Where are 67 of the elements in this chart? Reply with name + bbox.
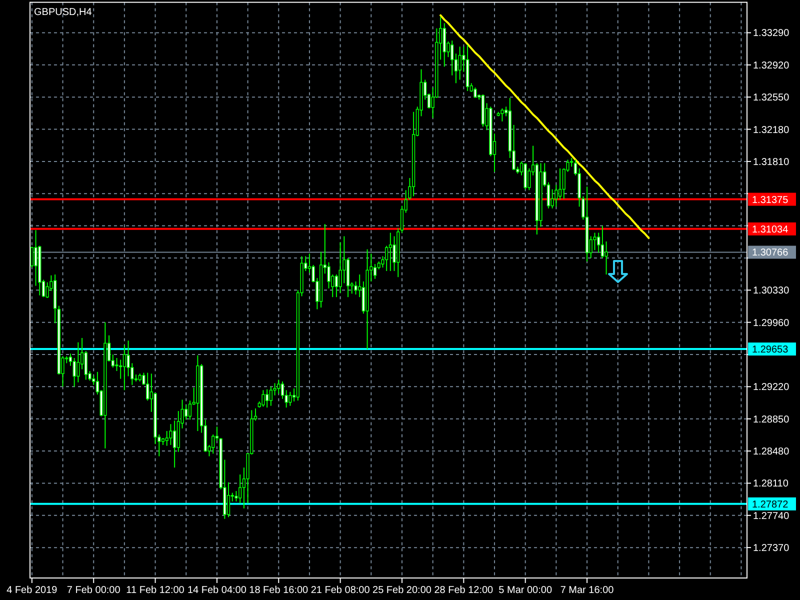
candlestick: [212, 434, 215, 454]
candlestick: [184, 404, 188, 420]
candlestick: [558, 168, 562, 200]
ref-line-label: 1.27872: [752, 499, 789, 510]
candlestick: [458, 46, 462, 80]
line-series: [440, 14, 650, 239]
x-tick-label: 14 Feb 04:00: [187, 585, 247, 596]
y-tick-label: 1.27370: [753, 543, 790, 554]
candlestick: [600, 225, 604, 258]
candlestick: [173, 420, 176, 468]
candlestick: [550, 188, 554, 209]
candlestick: [122, 344, 126, 391]
y-tick-label: 1.28850: [753, 414, 790, 426]
y-tick-label: 1.29220: [753, 382, 790, 394]
ref-line-label: 1.31375: [752, 194, 789, 206]
candlestick: [288, 391, 292, 406]
candlestick: [500, 108, 504, 122]
candlestick: [388, 232, 392, 272]
x-tick-label: 7 Mar 16:00: [560, 585, 614, 596]
candlestick: [269, 386, 272, 406]
x-tick-label: 25 Feb 20:00: [372, 585, 432, 596]
y-tick-label: 1.28110: [753, 478, 789, 490]
candlestick: [474, 87, 477, 98]
candlestick: [450, 40, 454, 76]
x-tick-label: 5 Mar 00:00: [498, 585, 552, 596]
candlestick: [392, 236, 396, 272]
y-tick-label: 1.28480: [753, 446, 790, 458]
candlestick: [169, 424, 172, 446]
candlestick: [76, 342, 80, 383]
candlestick: [280, 380, 284, 400]
y-tick-label: 1.32550: [753, 92, 790, 104]
candlestick: [334, 274, 338, 298]
candlestick: [554, 184, 558, 208]
candlestick: [597, 232, 600, 254]
candlestick: [238, 474, 242, 504]
x-tick-label: 28 Feb 12:00: [434, 585, 494, 596]
y-tick-label: 1.31810: [753, 156, 790, 168]
y-tick-label: 1.27740: [753, 510, 790, 522]
candlestick: [84, 350, 88, 380]
y-tick-label: 1.30330: [753, 286, 790, 297]
x-tick-label: 18 Feb 16:00: [249, 585, 309, 596]
x-tick-label: 4 Feb 2019: [6, 585, 58, 596]
x-tick-label: 7 Feb 00:00: [66, 585, 121, 596]
candlestick: [188, 400, 192, 420]
text: GBPUSD,H4: [34, 7, 92, 18]
ref-line-label: 1.31034: [752, 224, 789, 236]
y-tick-label: 1.29960: [753, 318, 790, 329]
candlestick: [442, 22, 446, 68]
candlestick: [30, 246, 34, 268]
candlestick: [266, 388, 269, 408]
candlestick: [277, 379, 280, 394]
y-tick-label: 1.32180: [753, 124, 790, 136]
candlestick: [262, 390, 265, 408]
candlestick: [524, 162, 527, 190]
candlestick: [34, 230, 38, 286]
y-tick-label: 1.32920: [753, 60, 790, 72]
candlestick: [226, 482, 230, 518]
candlestick: [234, 490, 238, 502]
candlestick: [146, 372, 150, 402]
y-tick-label: 1.33290: [753, 28, 790, 40]
candlestick: [604, 240, 608, 275]
ref-line-label: 1.29653: [752, 344, 789, 356]
ref-line-label: 1.30766: [752, 248, 789, 259]
candlestick: [373, 264, 377, 280]
x-tick-label: 11 Feb 12:00: [126, 585, 185, 596]
candlestick: [385, 245, 388, 272]
x-tick-label: 21 Feb 08:00: [310, 585, 370, 596]
